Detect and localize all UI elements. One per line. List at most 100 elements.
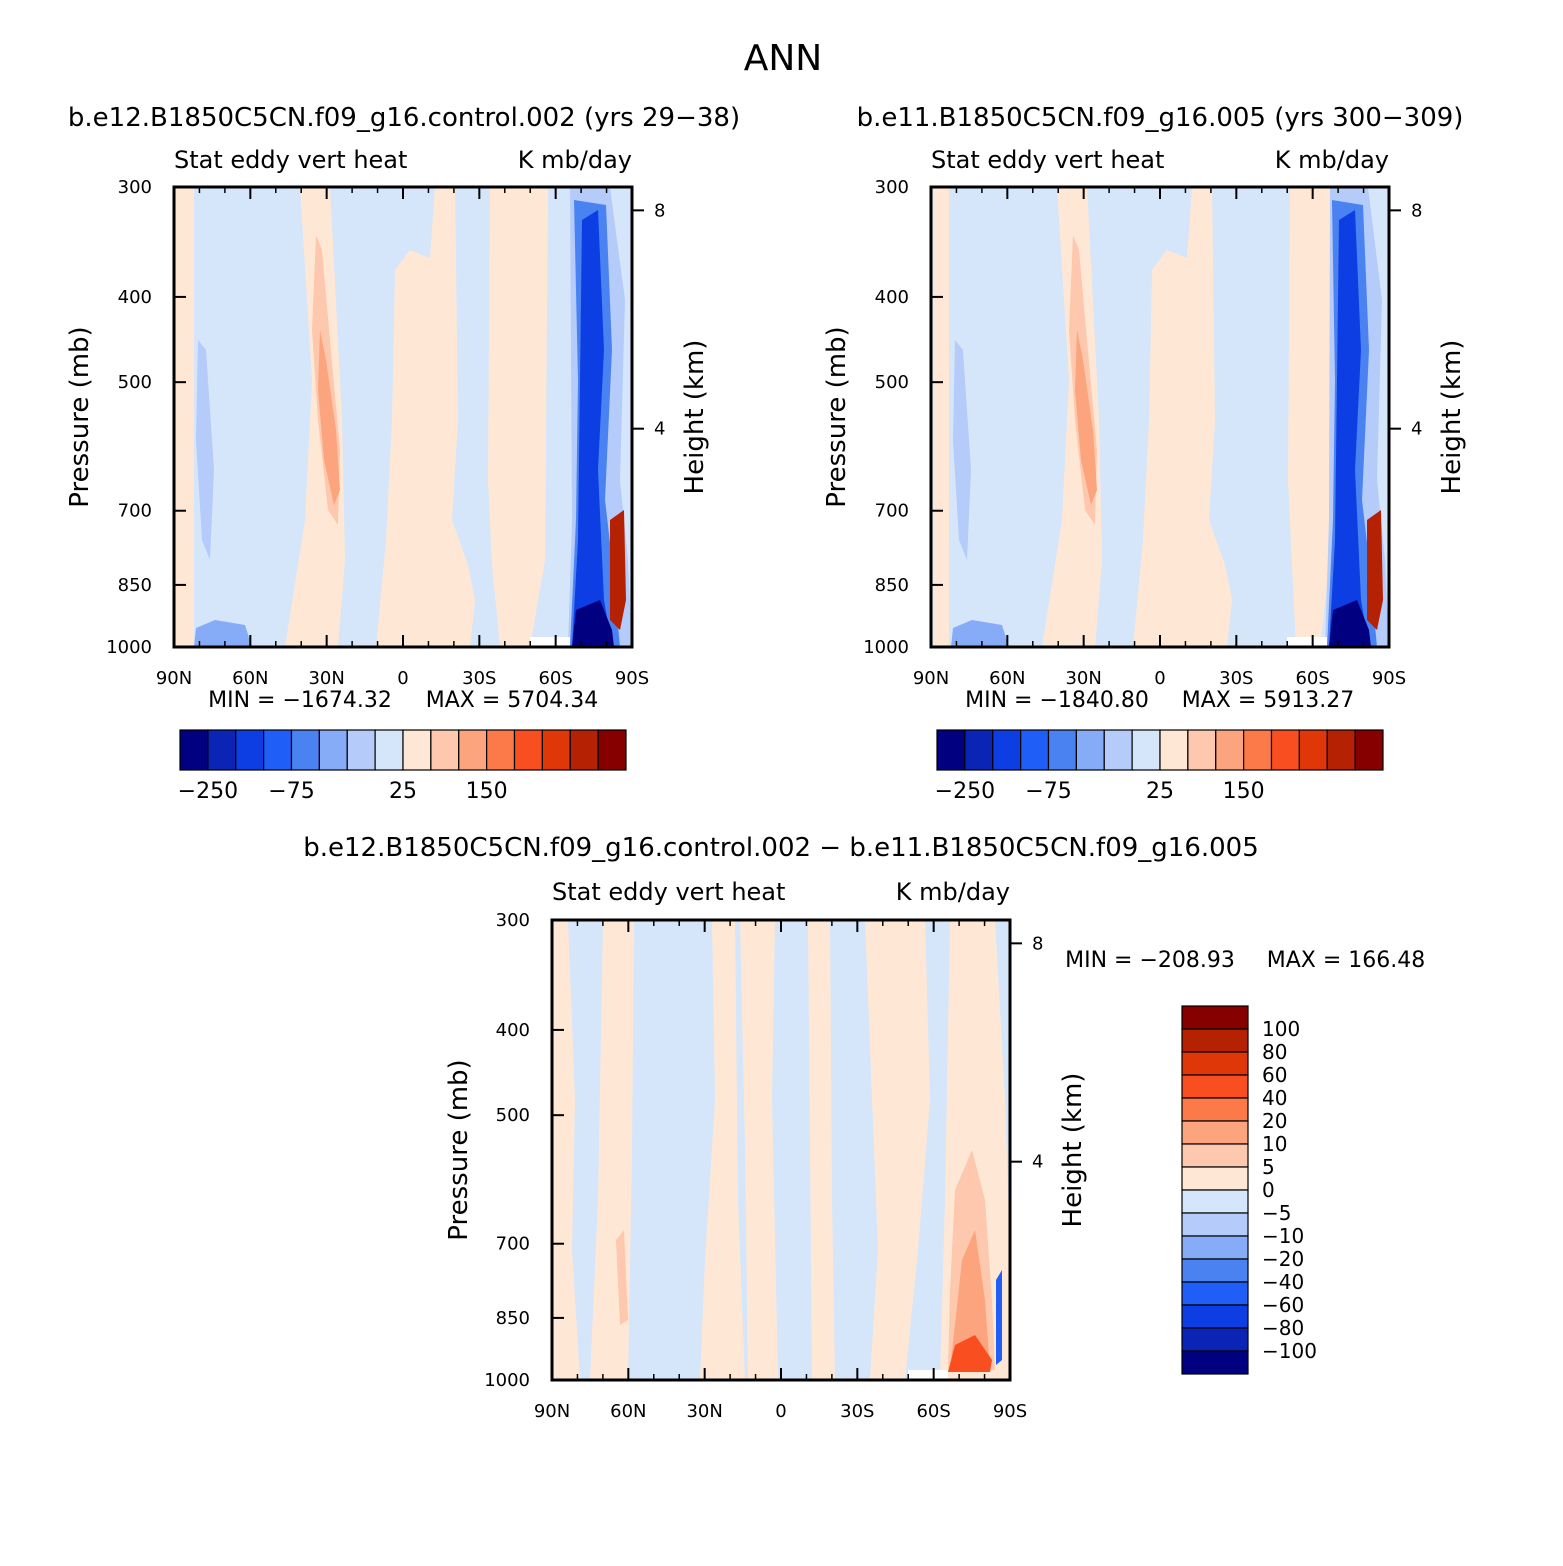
figure-title: ANN	[744, 38, 823, 79]
stats-min: MIN = −1674.32	[208, 688, 392, 713]
colorbar-box	[964, 729, 994, 771]
colorbar-label: 150	[466, 779, 508, 804]
left-subtitle: Stat eddy vert heat	[552, 878, 785, 906]
panel-title: b.e11.B1850C5CN.f09_g16.005 (yrs 300−309…	[857, 103, 1464, 133]
stats-min: MIN = −1840.80	[965, 688, 1149, 713]
stats-min: MIN = −208.93	[1065, 948, 1235, 973]
positive-band-tropics	[376, 187, 475, 647]
colorbar-box	[235, 729, 265, 771]
positive-band-north	[552, 920, 580, 1380]
axes-case2: 90N 60N 30N 0 30S 60S 90S 300 400 500 700 850 1000 8 4	[863, 177, 1422, 689]
axes-case1: 90N 60N 30N 0 30S 60S 90S 300 400 500 700 850 1000 8 4	[106, 177, 665, 689]
colorbar-box	[1159, 729, 1189, 771]
left-subtitle: Stat eddy vert heat	[174, 146, 407, 174]
x-tick-label: 30N	[1065, 668, 1101, 689]
negative-patch-south	[996, 1270, 1002, 1365]
positive-band-north	[176, 187, 194, 647]
negative-patch-sfc	[951, 620, 1009, 647]
panel-title: b.e12.B1850C5CN.f09_g16.control.002 (yrs…	[68, 103, 740, 133]
colorbar-box	[430, 729, 460, 771]
colorbar-label: −60	[1262, 1293, 1304, 1317]
x-tick-label: 90N	[156, 668, 192, 689]
colorbar-label: 25	[1146, 779, 1174, 804]
colorbar-box	[1181, 1304, 1249, 1329]
colorbar-box	[1270, 729, 1300, 771]
colorbar-box	[1075, 729, 1105, 771]
plot-field	[174, 187, 632, 647]
missing-region	[530, 637, 570, 647]
panel-diff: b.e12.B1850C5CN.f09_g16.control.002 − b.…	[303, 833, 1425, 1422]
positive-band-midsouth	[488, 187, 548, 647]
colorbar-label: 25	[389, 779, 417, 804]
colorbar-label: −40	[1262, 1270, 1304, 1294]
y-tick-label: 1000	[484, 1370, 530, 1391]
colorbar-box	[1181, 1120, 1249, 1145]
colorbar-label: 80	[1262, 1040, 1287, 1064]
y2-tick-label: 8	[1032, 933, 1043, 954]
colorbar-box	[1181, 1281, 1249, 1306]
x-tick-label: 30N	[308, 668, 344, 689]
colorbar-box	[1181, 1350, 1249, 1375]
colorbar-label: 20	[1262, 1109, 1287, 1133]
positive-band-north	[933, 187, 949, 647]
colorbar-box	[992, 729, 1022, 771]
colorbar-box	[936, 729, 966, 771]
positive-band-midsouth	[1288, 187, 1334, 647]
y2-axis-label: Height (km)	[1058, 1073, 1088, 1228]
x-tick-label: 0	[397, 668, 408, 689]
y-tick-label: 850	[496, 1308, 530, 1329]
colorbar-box	[1181, 1051, 1249, 1076]
colorbar-label: −5	[1262, 1201, 1291, 1225]
y-tick-label: 500	[496, 1105, 530, 1126]
x-tick-label: 60N	[610, 1401, 646, 1422]
stats-max: MAX = 5704.34	[426, 688, 599, 713]
positive-patch-north	[616, 1230, 628, 1325]
colorbar-label: −250	[935, 779, 995, 804]
colorbar-box	[402, 729, 432, 771]
panel-case2: b.e11.B1850C5CN.f09_g16.005 (yrs 300−309…	[822, 103, 1467, 804]
x-tick-label: 60N	[232, 668, 268, 689]
negative-patch-north	[953, 340, 971, 560]
negative-core-south-deep	[572, 600, 614, 647]
colorbar-label: −75	[1025, 779, 1071, 804]
colorbar-label: −250	[178, 779, 238, 804]
positive-core-south	[950, 1230, 990, 1370]
x-tick-label: 60S	[916, 1401, 950, 1422]
colorbar-box	[1181, 1143, 1249, 1168]
colorbar-box	[1181, 1189, 1249, 1214]
positive-core-south-2	[948, 1335, 992, 1372]
colorbar-box	[1243, 729, 1273, 771]
y-tick-label: 400	[118, 287, 152, 308]
colorbar-case1: −250 −75 25 150	[178, 729, 627, 804]
colorbar-box	[1298, 729, 1328, 771]
y-axis-label: Pressure (mb)	[822, 326, 852, 507]
y2-axis-label: Height (km)	[1437, 340, 1467, 495]
colorbar-box	[1181, 1074, 1249, 1099]
right-subtitle: K mb/day	[1275, 146, 1389, 174]
y-tick-label: 850	[875, 575, 909, 596]
y-tick-label: 400	[875, 287, 909, 308]
x-tick-label: 30N	[686, 1401, 722, 1422]
colorbar-box	[1131, 729, 1161, 771]
x-tick-label: 30S	[840, 1401, 874, 1422]
positive-band-4	[808, 920, 835, 1380]
y-tick-label: 300	[118, 177, 152, 198]
colorbar-label: 0	[1262, 1178, 1275, 1202]
y-tick-label: 500	[875, 372, 909, 393]
missing-region	[1287, 637, 1327, 647]
y-tick-label: 300	[496, 910, 530, 931]
axes-diff: 90N 60N 30N 0 30S 60S 90S 300 400 500 700 850 1000 8 4	[484, 910, 1043, 1422]
x-tick-label: 0	[775, 1401, 786, 1422]
colorbar-box	[207, 729, 237, 771]
y2-tick-label: 4	[654, 419, 665, 440]
y-axis-label: Pressure (mb)	[444, 1059, 474, 1240]
positive-band-tropics	[1133, 187, 1232, 647]
colorbar-label: −10	[1262, 1224, 1304, 1248]
colorbar-box	[569, 729, 599, 771]
x-tick-label: 90S	[1372, 668, 1406, 689]
colorbar-label: 40	[1262, 1086, 1287, 1110]
y-tick-label: 700	[875, 501, 909, 522]
colorbar-box	[1181, 1005, 1249, 1030]
colorbar-label: 10	[1262, 1132, 1287, 1156]
